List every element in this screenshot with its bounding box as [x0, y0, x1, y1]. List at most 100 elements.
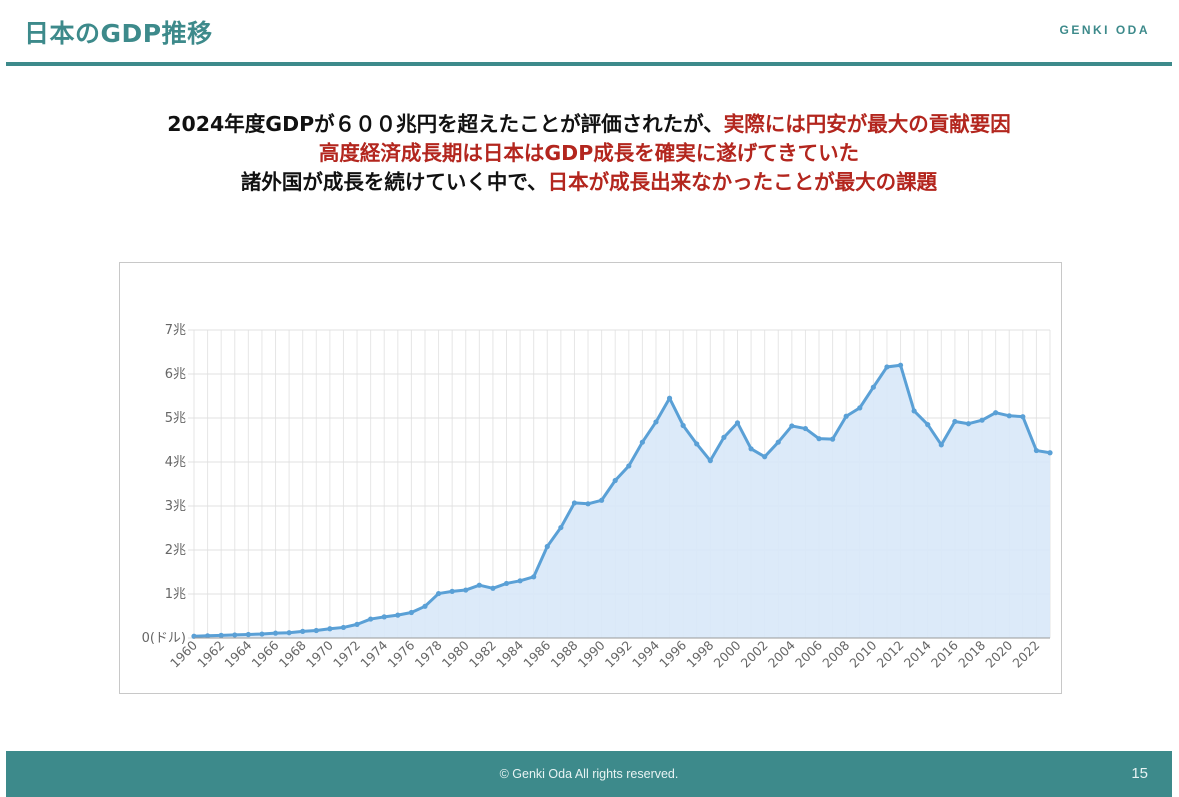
data-point: [653, 419, 659, 425]
data-point: [694, 441, 700, 447]
x-tick-label: 1968: [276, 637, 309, 670]
data-point: [340, 624, 347, 631]
data-point: [775, 439, 781, 445]
copyright-text: © Genki Oda All rights reserved.: [499, 767, 679, 781]
data-point: [734, 420, 741, 426]
data-point: [911, 408, 917, 414]
data-point: [1047, 450, 1053, 456]
x-tick-label: 1990: [575, 637, 608, 670]
y-tick-label: 3兆: [165, 499, 186, 514]
data-point: [599, 497, 605, 503]
y-tick-label: 0(ドル): [142, 631, 186, 646]
data-point: [544, 543, 550, 550]
x-tick-label: 1992: [602, 638, 635, 671]
data-point: [585, 501, 591, 507]
data-point: [938, 442, 944, 448]
x-tick-label: 1964: [221, 637, 254, 670]
data-point: [368, 616, 374, 622]
x-tick-label: 2004: [765, 637, 798, 670]
x-tick-label: 2002: [738, 638, 771, 671]
x-tick-label: 1998: [683, 637, 716, 670]
x-tick-label: 2010: [846, 637, 879, 670]
data-point: [748, 446, 754, 452]
data-point: [816, 436, 822, 442]
data-point: [721, 434, 727, 440]
message-line-1-black: 2024年度GDPが６００兆円を超えたことが評価されたが、: [167, 112, 724, 136]
x-tick-label: 2018: [955, 637, 988, 670]
x-tick-label: 1980: [439, 637, 472, 670]
data-point: [830, 436, 836, 442]
x-tick-label: 1984: [493, 637, 526, 670]
data-point: [762, 454, 768, 460]
data-point: [952, 418, 958, 425]
data-point: [517, 578, 523, 584]
data-point: [965, 421, 972, 427]
data-point: [422, 603, 428, 609]
data-point: [476, 582, 482, 588]
data-point: [639, 439, 645, 445]
x-tick-label: 1982: [466, 638, 499, 671]
data-point: [408, 609, 414, 616]
data-point: [897, 362, 904, 368]
data-point: [870, 384, 876, 390]
data-point: [707, 458, 713, 464]
data-point: [313, 627, 319, 634]
data-point: [993, 410, 999, 416]
x-tick-label: 1986: [520, 637, 553, 670]
data-point: [531, 574, 537, 580]
gdp-chart-svg: 0(ドル)1兆2兆3兆4兆5兆6兆7兆196019621964196619681…: [142, 323, 1053, 671]
y-tick-label: 2兆: [165, 543, 186, 558]
message-line-2: 高度経済成長期は日本はGDP成長を確実に遂げてきていた: [6, 139, 1172, 168]
data-point: [272, 630, 279, 636]
data-point: [245, 631, 251, 638]
header-divider: [6, 62, 1172, 66]
message-line-1: 2024年度GDPが６００兆円を超えたことが評価されたが、実際には円安が最大の貢…: [6, 110, 1172, 139]
data-point: [232, 632, 238, 638]
y-tick-label: 1兆: [165, 587, 186, 602]
x-tick-label: 1996: [656, 637, 689, 670]
data-point: [286, 630, 292, 636]
message-line-3-black: 諸外国が成長を続けていく中で、: [240, 170, 548, 194]
y-tick-label: 7兆: [165, 323, 186, 338]
x-tick-label: 1974: [357, 637, 390, 670]
y-tick-label: 6兆: [165, 367, 186, 382]
data-point: [395, 612, 401, 618]
x-tick-label: 1994: [629, 637, 662, 670]
data-point: [789, 423, 795, 429]
data-point: [327, 626, 333, 632]
x-tick-label: 2006: [792, 637, 825, 670]
data-point: [857, 405, 863, 411]
data-point: [1033, 447, 1040, 454]
x-tick-label: 1976: [384, 637, 417, 670]
slide: 日本のGDP推移 GENKI ODA 2024年度GDPが６００兆円を超えたこと…: [6, 6, 1172, 797]
x-tick-label: 2008: [819, 637, 852, 670]
y-tick-label: 5兆: [165, 411, 186, 426]
x-tick-label: 1970: [303, 637, 336, 670]
x-tick-label: 1988: [547, 637, 580, 670]
gdp-chart: 0(ドル) 1兆 2兆 3兆 4兆 5兆 6兆 7兆 1960 1962 1964 1966 1968 1…: [119, 262, 1062, 694]
brand-name: GENKI ODA: [1059, 23, 1150, 37]
x-tick-label: 1962: [194, 638, 227, 671]
message-line-3: 諸外国が成長を続けていく中で、日本が成長出来なかったことが最大の課題: [6, 168, 1172, 197]
x-tick-label: 2012: [874, 638, 907, 671]
x-tick-label: 2022: [1009, 638, 1042, 671]
data-point: [381, 614, 387, 620]
series-line: [192, 363, 1052, 638]
data-point: [612, 477, 618, 484]
data-point: [503, 580, 510, 587]
data-point: [884, 364, 890, 370]
data-point: [626, 463, 632, 469]
message-line-2-red: 高度経済成長期は日本はGDP成長を確実に遂げてきていた: [318, 141, 860, 165]
x-tick-label: 2020: [982, 637, 1015, 670]
x-tick-label: 2014: [901, 637, 934, 670]
data-point: [204, 633, 211, 639]
x-tick-label: 1978: [412, 637, 445, 670]
page-number: 15: [1131, 765, 1148, 782]
data-point: [925, 422, 931, 428]
data-point: [449, 588, 455, 594]
x-tick-label: 2000: [711, 637, 744, 670]
x-tick-label: 1966: [249, 637, 282, 670]
data-point: [802, 425, 809, 432]
x-tick-label: 1972: [330, 638, 363, 671]
message-line-3-red: 日本が成長出来なかったことが最大の課題: [547, 170, 938, 194]
